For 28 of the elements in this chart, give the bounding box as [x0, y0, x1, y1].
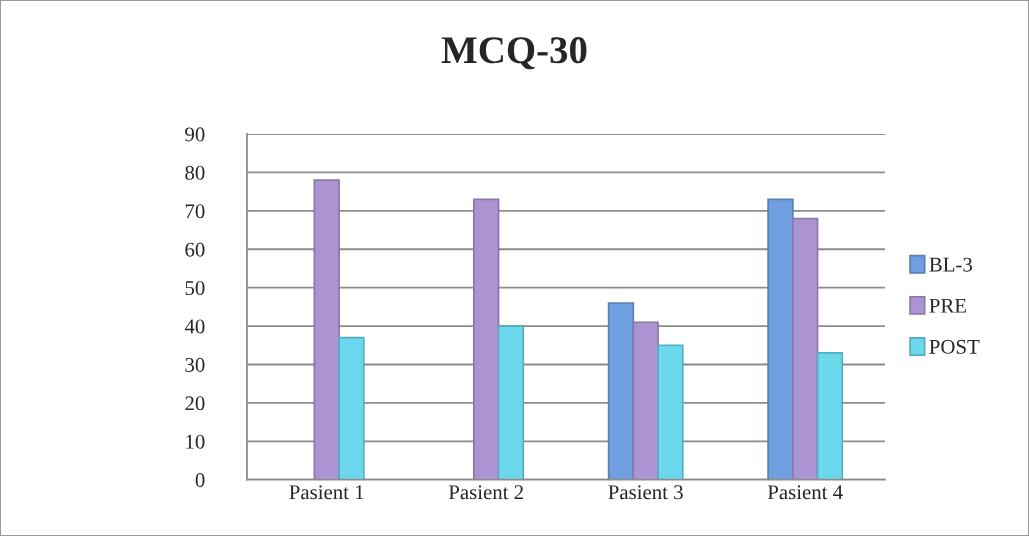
y-tick-label: 10 [186, 434, 205, 449]
y-tick-label: 20 [185, 396, 205, 411]
bar [791, 217, 819, 480]
y-tick-label: 60 [185, 242, 205, 257]
bar [607, 302, 635, 480]
y-tick-label: 50 [185, 281, 205, 296]
x-tick-label: Pasient 2 [448, 485, 523, 500]
legend-label: BL-3 [929, 257, 972, 272]
x-tick-label: Pasient 3 [608, 485, 683, 500]
y-tick-label: 30 [185, 357, 205, 372]
bar [632, 321, 659, 480]
y-tick-label: 0 [195, 473, 205, 488]
legend-label: PRE [929, 298, 966, 313]
y-tick-label: 90 [185, 127, 205, 142]
bar [657, 344, 684, 480]
bar [497, 325, 525, 480]
x-tick-label: Pasient 4 [767, 485, 843, 500]
bar [313, 179, 340, 480]
y-tick-label: 40 [184, 319, 205, 334]
bar [338, 336, 365, 480]
chart-title: MCQ-30 [441, 37, 587, 70]
y-tick-label: 70 [185, 204, 205, 219]
bar [816, 352, 844, 480]
legend-label: POST [929, 339, 980, 354]
y-tick-label: 80 [185, 165, 205, 180]
bar [473, 198, 500, 480]
x-tick-label: Pasient 1 [289, 485, 364, 500]
bar [767, 198, 794, 480]
